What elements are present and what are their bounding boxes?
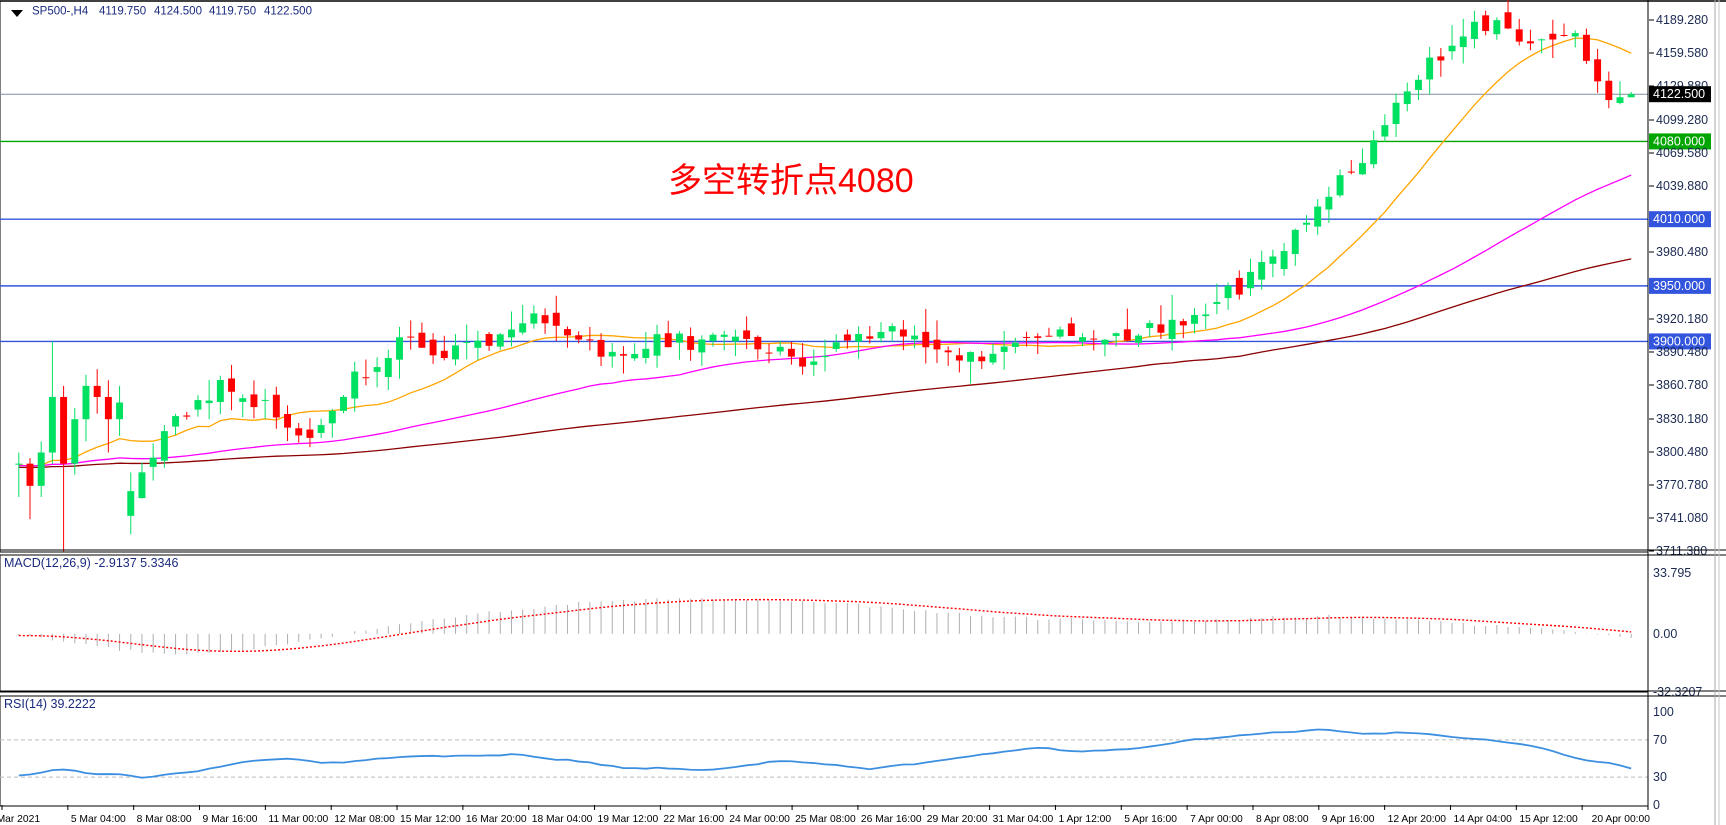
svg-text:4099.280: 4099.280 xyxy=(1656,113,1708,127)
svg-text:8 Mar 08:00: 8 Mar 08:00 xyxy=(137,814,192,825)
svg-text:4010.000: 4010.000 xyxy=(1653,212,1705,226)
svg-text:4122.500: 4122.500 xyxy=(1653,87,1705,101)
svg-text:20 Apr 00:00: 20 Apr 00:00 xyxy=(1592,814,1651,825)
svg-text:7 Apr 00:00: 7 Apr 00:00 xyxy=(1190,814,1243,825)
svg-text:0: 0 xyxy=(1653,798,1660,812)
svg-text:26 Mar 16:00: 26 Mar 16:00 xyxy=(861,814,922,825)
svg-text:100: 100 xyxy=(1653,705,1674,719)
svg-text:3830.180: 3830.180 xyxy=(1656,412,1708,426)
svg-text:MACD(12,26,9) -2.9137 5.3346: MACD(12,26,9) -2.9137 5.3346 xyxy=(4,556,178,570)
svg-text:12 Apr 20:00: 12 Apr 20:00 xyxy=(1388,814,1447,825)
svg-text:3860.780: 3860.780 xyxy=(1656,378,1708,392)
svg-text:8 Apr 08:00: 8 Apr 08:00 xyxy=(1256,814,1309,825)
svg-text:19 Mar 12:00: 19 Mar 12:00 xyxy=(598,814,659,825)
svg-text:9 Apr 16:00: 9 Apr 16:00 xyxy=(1322,814,1375,825)
svg-text:3950.000: 3950.000 xyxy=(1653,279,1705,293)
svg-text:22 Mar 16:00: 22 Mar 16:00 xyxy=(663,814,724,825)
svg-text:16 Mar 20:00: 16 Mar 20:00 xyxy=(466,814,527,825)
svg-text:25 Mar 08:00: 25 Mar 08:00 xyxy=(795,814,856,825)
svg-text:11 Mar 00:00: 11 Mar 00:00 xyxy=(268,814,328,825)
svg-text:3980.480: 3980.480 xyxy=(1656,245,1708,259)
svg-text:15 Apr 12:00: 15 Apr 12:00 xyxy=(1519,814,1578,825)
svg-text:SP500-,H4: SP500-,H4 xyxy=(32,6,89,18)
svg-text:24 Mar 00:00: 24 Mar 00:00 xyxy=(729,814,790,825)
svg-text:3 Mar 2021: 3 Mar 2021 xyxy=(0,814,40,825)
svg-text:9 Mar 16:00: 9 Mar 16:00 xyxy=(203,814,258,825)
svg-text:5 Mar 04:00: 5 Mar 04:00 xyxy=(71,814,126,825)
svg-text:4119.750: 4119.750 xyxy=(99,6,146,18)
svg-text:14 Apr 04:00: 14 Apr 04:00 xyxy=(1453,814,1512,825)
svg-text:多空转折点4080: 多空转折点4080 xyxy=(668,162,914,200)
svg-text:-32.3207: -32.3207 xyxy=(1653,685,1702,699)
svg-text:5 Apr 16:00: 5 Apr 16:00 xyxy=(1124,814,1177,825)
svg-text:4189.280: 4189.280 xyxy=(1656,13,1708,27)
svg-text:31 Mar 04:00: 31 Mar 04:00 xyxy=(993,814,1054,825)
svg-text:4122.500: 4122.500 xyxy=(264,6,312,18)
svg-text:15 Mar 12:00: 15 Mar 12:00 xyxy=(400,814,461,825)
svg-text:4119.750: 4119.750 xyxy=(209,6,256,18)
svg-text:70: 70 xyxy=(1653,733,1667,747)
svg-text:RSI(14) 39.2222: RSI(14) 39.2222 xyxy=(4,697,96,711)
svg-text:3800.480: 3800.480 xyxy=(1656,445,1708,459)
svg-text:33.795: 33.795 xyxy=(1653,566,1691,580)
svg-text:3770.780: 3770.780 xyxy=(1656,478,1708,492)
svg-text:18 Mar 04:00: 18 Mar 04:00 xyxy=(532,814,593,825)
svg-text:3920.180: 3920.180 xyxy=(1656,312,1708,326)
svg-text:29 Mar 20:00: 29 Mar 20:00 xyxy=(927,814,988,825)
svg-text:4159.580: 4159.580 xyxy=(1656,46,1708,60)
svg-text:0.00: 0.00 xyxy=(1653,627,1677,641)
svg-text:4039.880: 4039.880 xyxy=(1656,179,1708,193)
svg-text:3890.480: 3890.480 xyxy=(1656,345,1708,359)
svg-text:12 Mar 08:00: 12 Mar 08:00 xyxy=(334,814,395,825)
svg-text:1 Apr 12:00: 1 Apr 12:00 xyxy=(1058,814,1111,825)
svg-text:4069.580: 4069.580 xyxy=(1656,146,1708,160)
svg-text:3711.380: 3711.380 xyxy=(1656,544,1707,558)
svg-text:4124.500: 4124.500 xyxy=(154,6,202,18)
svg-text:3741.080: 3741.080 xyxy=(1656,511,1708,525)
svg-text:30: 30 xyxy=(1653,770,1667,784)
